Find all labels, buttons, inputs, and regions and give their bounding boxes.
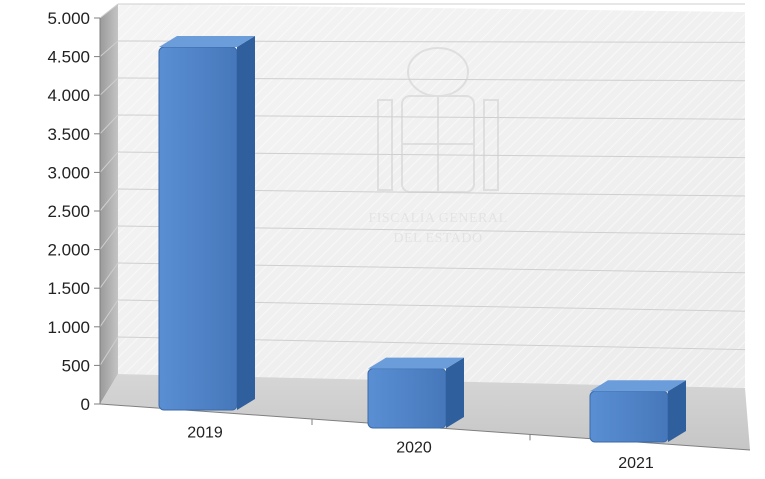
- gridline-side: [99, 40, 119, 57]
- gridline-side: [99, 114, 119, 135]
- gridline-side: [99, 336, 119, 366]
- y-tick-label: 4.500: [47, 48, 90, 67]
- y-tick-label: 2.500: [47, 202, 90, 221]
- bars: [158, 36, 686, 443]
- bar-front: [158, 46, 238, 411]
- gridline-side: [99, 225, 119, 250]
- bar-top: [159, 36, 255, 47]
- watermark-line2: DEL ESTADO: [393, 231, 482, 246]
- bar-side: [446, 357, 464, 428]
- y-tick-labels: 0 500 1.000 1.500 2.000 2.500 3.000 3.500 4.000 4…: [47, 9, 100, 414]
- y-tick-label: 1.500: [47, 279, 90, 298]
- y-tick-label: 0: [81, 395, 90, 414]
- x-tick-label: 2019: [187, 425, 223, 442]
- y-tick-label: 500: [62, 356, 90, 375]
- back-wall-hatch: [118, 4, 745, 388]
- coat-of-arms-emblem: [377, 47, 499, 193]
- gridline-side: [99, 151, 119, 173]
- y-tick-label: 3.500: [47, 125, 90, 144]
- bar-2020: [367, 357, 464, 429]
- bar-2019: [158, 36, 255, 411]
- watermark: FISCALÍA GENERAL DEL ESTADO: [368, 47, 507, 246]
- y-axis: 0 500 1.000 1.500 2.000 2.500 3.000 3.500 4.000 4…: [47, 9, 101, 414]
- bar-top: [590, 380, 686, 392]
- x-tick-label: 2020: [396, 439, 432, 456]
- bar-side: [237, 36, 255, 410]
- bar-top: [368, 357, 464, 369]
- bar-front: [367, 368, 447, 429]
- side-wall: [100, 4, 118, 404]
- bar-2021: [589, 380, 686, 443]
- y-tick-label: 5.000: [47, 9, 90, 28]
- bar-front: [589, 390, 669, 443]
- bar-side: [668, 380, 686, 442]
- y-tick-label: 3.000: [47, 163, 90, 182]
- gridline-side: [99, 188, 119, 212]
- gridline-side: [99, 299, 119, 328]
- x-tick-labels: 2019 2020 2021: [187, 419, 654, 472]
- y-tick-label: 4.000: [47, 86, 90, 105]
- x-tick-label: 2021: [618, 455, 654, 472]
- gridline-side: [99, 3, 119, 19]
- gridline-side: [99, 77, 119, 96]
- y-tick-label: 2.000: [47, 241, 90, 260]
- y-tick-label: 1.000: [47, 318, 90, 337]
- gridline-side: [99, 262, 119, 289]
- watermark-line1: FISCALÍA GENERAL: [368, 209, 507, 226]
